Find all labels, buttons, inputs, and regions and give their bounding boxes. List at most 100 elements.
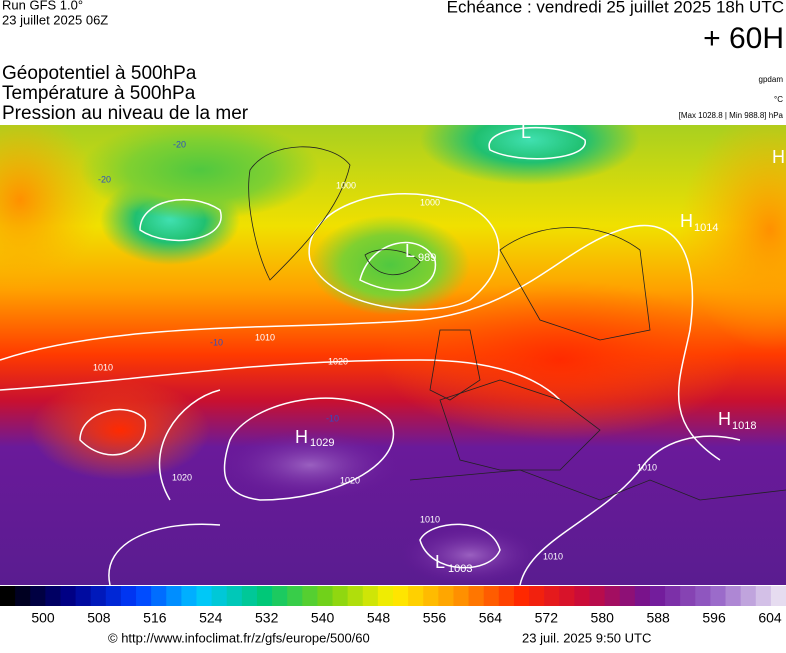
pressure-center: H [680,211,693,231]
scale-cell [60,586,77,606]
scale-cell [574,586,590,606]
pressure-value: 1003 [448,563,472,575]
scale-cell [680,586,696,606]
scale-label: 572 [535,610,559,626]
temperature-label: -20 [98,174,111,184]
temperature-label: -20 [173,139,186,149]
pressure-value: 989 [418,252,436,264]
temperature-label: -10 [326,413,339,423]
isobar-label: 1000 [420,197,440,207]
scale-label: 564 [479,610,503,626]
isobar-label: 1010 [420,514,440,524]
scale-cell [710,586,727,606]
scale-cell [0,586,16,606]
scale-cell [725,586,742,606]
scale-cell [196,586,213,606]
pressure-value: 1014 [694,222,718,234]
color-scale: 500 508 516 524 532 540 548 556 564 572 580 588 596 6… [0,586,786,626]
unit: °C [774,95,783,104]
isobar-label: 1010 [637,462,657,472]
scale-label: 548 [367,610,391,626]
scale-cell [498,586,515,606]
scale-label: 556 [423,610,447,626]
scale-cell [241,586,258,606]
scale-label: 580 [591,610,615,626]
pressure-center: L [405,241,415,261]
scale-cell [483,586,500,606]
scale-cell [559,586,575,606]
scale-cell [665,586,681,606]
run: Run GFS 1.0° [2,0,83,12]
footer: © http://www.infoclimat.fr/z/gfs/europe/… [108,630,651,645]
isobar-label: 1020 [172,472,192,482]
scale-label: 500 [31,610,55,626]
isobar-label: 1020 [328,356,348,366]
isobar-label: 1020 [340,475,360,485]
scale-cell [740,586,757,606]
map: H 1029 L 989 H 1014 H 1018 L 1003 L H 10… [0,122,786,585]
echeance: Echéance : vendredi 25 juillet 2025 18h … [447,0,784,16]
scale-cell [468,586,485,606]
scale-label: 524 [199,610,223,626]
scale-cell [317,586,334,606]
scale-cell [226,586,243,606]
scale-cell [30,586,46,606]
scale-label: 516 [143,610,167,626]
pressure-center: L [521,122,531,142]
scale-cell [151,586,167,606]
scale-cell [105,586,122,606]
unit: gpdam [759,75,784,84]
scale-label: 508 [87,610,111,626]
scale-cell [362,586,379,606]
scale-cell [755,586,772,606]
pressure-value: 1029 [310,437,334,449]
temperature-label: -10 [210,337,223,347]
scale-cell [287,586,303,606]
scale-cell [589,586,606,606]
run-date: 23 juillet 2025 06Z [2,12,108,27]
scale-cell [15,586,31,606]
scale-cell [544,586,560,606]
scale-label: 596 [702,610,726,626]
scale-cell [166,586,182,606]
scale-cell [408,586,424,606]
pressure-center: H [718,409,731,429]
lead-time: + 60H [703,22,784,55]
scale-cell [120,586,137,606]
scale-cell [332,586,349,606]
scale-label: 604 [758,610,782,626]
scale-cell [45,586,61,606]
scale-cell [272,586,288,606]
header: Run GFS 1.0° 23 juillet 2025 06Z Echéanc… [2,0,784,124]
isobar-label: 1000 [336,180,356,190]
scale-cell [634,586,651,606]
unit: [Max 1028.8 | Min 988.8] hPa [679,111,784,120]
scale-label: 532 [255,610,279,626]
scale-cell [770,586,786,606]
layer: Géopotentiel à 500hPa [2,63,197,84]
scale-label: 588 [646,610,670,626]
scale-cell [347,586,364,606]
scale-cell [453,586,470,606]
scale-cell [302,586,318,606]
scale-cell [513,586,530,606]
scale-cell [211,586,228,606]
scale-cell [256,586,273,606]
isobar-label: 1010 [93,362,113,372]
scale-cell [695,586,711,606]
layer: Température à 500hPa [2,83,196,104]
isobar-label: 1010 [543,551,563,561]
pressure-center: H [772,147,785,167]
scale-cell [619,586,636,606]
scale-cell [529,586,545,606]
scale-cell [181,586,197,606]
pressure-value: 1018 [732,420,756,432]
scale-cell [75,586,92,606]
source-url[interactable]: © http://www.infoclimat.fr/z/gfs/europe/… [108,630,370,645]
scale-cell [649,586,666,606]
scale-label: 540 [311,610,335,626]
scale-cell [423,586,439,606]
scale-cell [604,586,621,606]
